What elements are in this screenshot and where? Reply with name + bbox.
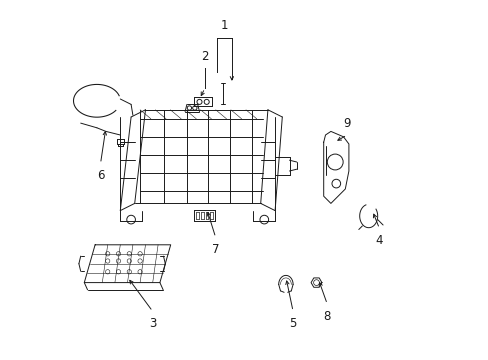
Text: 9: 9 [343,117,350,130]
Text: 5: 5 [289,317,296,330]
Text: 1: 1 [221,19,228,32]
Text: 8: 8 [323,310,330,323]
Text: 3: 3 [149,317,156,330]
Text: 2: 2 [201,50,208,63]
Text: 7: 7 [211,243,219,256]
Text: 4: 4 [375,234,383,247]
Text: 6: 6 [97,169,104,182]
